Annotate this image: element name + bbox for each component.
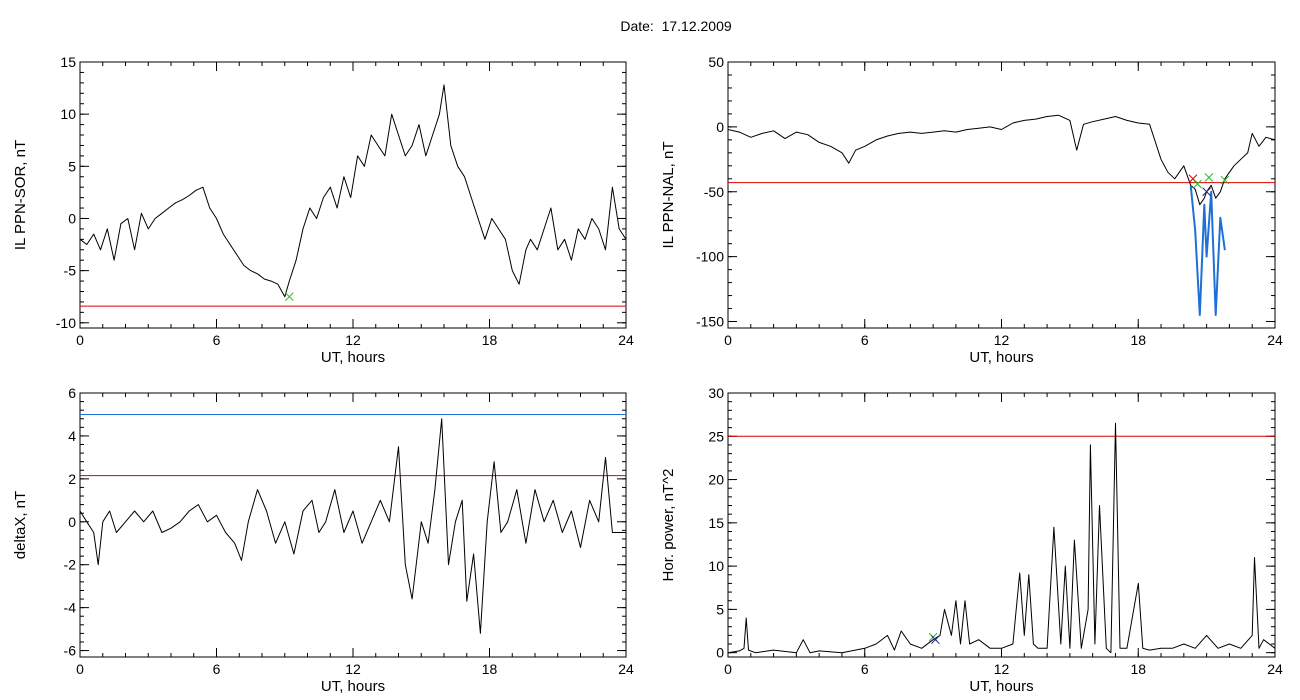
- bottom-left-series-line: [79, 418, 626, 634]
- bottom-right-y-tick-label: 5: [716, 601, 724, 617]
- top-right-y-tick-label: -150: [696, 314, 724, 330]
- bottom-left-y-tick-label: 0: [68, 514, 76, 530]
- top-left-chart: 0 6 12 18 24 -10 -5 0 5 10 15 UT, hours IL PPN-SOR, …: [12, 54, 634, 366]
- top-right-y-tick-label: -100: [696, 249, 724, 265]
- bottom-left-plot-frame: [79, 392, 627, 658]
- bottom-right-x-tick-label: 0: [724, 661, 732, 677]
- bottom-right-y-tick-label: 0: [716, 645, 724, 661]
- top-right-marker-stroke: [1220, 175, 1230, 185]
- top-right-chart: 0 6 12 18 24 -150 -100 -50 0 50 UT, hours IL PPN-NA…: [660, 54, 1283, 366]
- top-left-marker-stroke: [284, 292, 294, 302]
- top-left-plot-frame: [79, 61, 627, 329]
- bottom-left-x-tick-label: 6: [213, 661, 221, 677]
- top-left-y-axis-label: IL PPN-SOR, nT: [12, 140, 29, 250]
- bottom-right-y-tick-label: 10: [708, 558, 724, 574]
- bottom-left-y-tick-label: -6: [64, 643, 77, 659]
- bottom-right-marker-stroke: [931, 635, 940, 645]
- top-right-x-tick-label: 0: [724, 332, 732, 348]
- bottom-right-x-tick-label: 24: [1267, 661, 1283, 677]
- bottom-left-y-tick-label: 2: [68, 471, 76, 487]
- date-label: Date:: [620, 18, 654, 34]
- bottom-left-x-tick-label: 18: [482, 661, 498, 677]
- top-right-marker: [1204, 173, 1214, 182]
- bottom-right-x-tick-label: 18: [1130, 661, 1146, 677]
- bottom-right-series-line: [727, 422, 1276, 654]
- bottom-right-y-tick-label: 20: [708, 472, 724, 488]
- bottom-left-x-tick-label: 0: [76, 661, 84, 677]
- bottom-right-x-tick-label: 12: [994, 661, 1010, 677]
- top-left-y-tick-label: -10: [56, 315, 76, 331]
- top-right-marker: [1193, 179, 1202, 189]
- top-right-x-tick-label: 6: [861, 332, 869, 348]
- top-right-marker: [1220, 175, 1230, 185]
- bottom-left-y-tick-label: -2: [64, 557, 77, 573]
- top-right-y-tick-label: -50: [704, 184, 724, 200]
- bottom-left-x-axis-label: UT, hours: [321, 678, 385, 695]
- page-header: Date: 17.12.2009: [0, 18, 1300, 34]
- top-left-series-line: [79, 84, 627, 298]
- bottom-right-plot-frame: [727, 392, 1276, 658]
- bottom-left-x-tick-label: 12: [345, 661, 361, 677]
- top-left-x-axis-label: UT, hours: [321, 349, 385, 366]
- top-right-x-tick-label: 24: [1267, 332, 1283, 348]
- top-left-y-tick-label: 15: [60, 54, 76, 70]
- bottom-left-x-tick-label: 24: [618, 661, 634, 677]
- top-left-y-tick-label: -5: [64, 263, 77, 279]
- bottom-left-y-tick-label: 4: [68, 428, 76, 444]
- top-right-x-tick-label: 18: [1130, 332, 1146, 348]
- top-right-y-axis-label: IL PPN-NAL, nT: [660, 142, 677, 249]
- bottom-right-y-tick-label: 25: [708, 428, 724, 444]
- top-right-plot-frame: [727, 61, 1276, 329]
- bottom-left-y-tick-label: -4: [64, 600, 77, 616]
- bottom-right-x-axis-label: UT, hours: [969, 678, 1033, 695]
- top-right-x-axis-label: UT, hours: [969, 349, 1033, 366]
- top-right-marker-stroke: [1188, 174, 1198, 184]
- top-left-x-tick-label: 12: [345, 332, 361, 348]
- bottom-right-y-axis-label: Hor. power, nT^2: [660, 469, 677, 582]
- bottom-right-y-tick-label: 30: [708, 385, 724, 401]
- top-right-marker-stroke: [1202, 187, 1211, 197]
- bottom-left-y-tick-label: 6: [68, 385, 76, 401]
- top-right-marker: [1202, 187, 1211, 197]
- top-right-marker-stroke: [1204, 173, 1214, 182]
- bottom-right-chart: 0 6 12 18 24 0 5 10 15 20 25 30 UT, hours Hor. power,…: [660, 385, 1283, 695]
- date-value: 17.12.2009: [661, 18, 732, 34]
- bottom-right-y-tick-label: 15: [708, 515, 724, 531]
- top-right-marker-stroke: [1193, 179, 1202, 189]
- top-left-y-tick-label: 5: [68, 158, 76, 174]
- top-left-y-tick-label: 10: [60, 106, 76, 122]
- top-left-x-tick-label: 0: [76, 332, 84, 348]
- top-right-y-tick-label: 50: [708, 54, 724, 70]
- bottom-left-y-axis-label: deltaX, nT: [12, 491, 29, 559]
- top-left-x-tick-label: 24: [618, 332, 634, 348]
- bottom-right-x-tick-label: 6: [861, 661, 869, 677]
- top-left-x-tick-label: 18: [482, 332, 498, 348]
- bottom-right-marker: [931, 635, 940, 645]
- top-left-y-tick-label: 0: [68, 210, 76, 226]
- top-left-x-tick-label: 6: [213, 332, 221, 348]
- top-right-y-tick-label: 0: [716, 119, 724, 135]
- top-right-series-line: [1189, 185, 1226, 316]
- top-right-series-line: [727, 114, 1276, 206]
- top-left-marker: [284, 292, 294, 302]
- top-right-x-tick-label: 12: [994, 332, 1010, 348]
